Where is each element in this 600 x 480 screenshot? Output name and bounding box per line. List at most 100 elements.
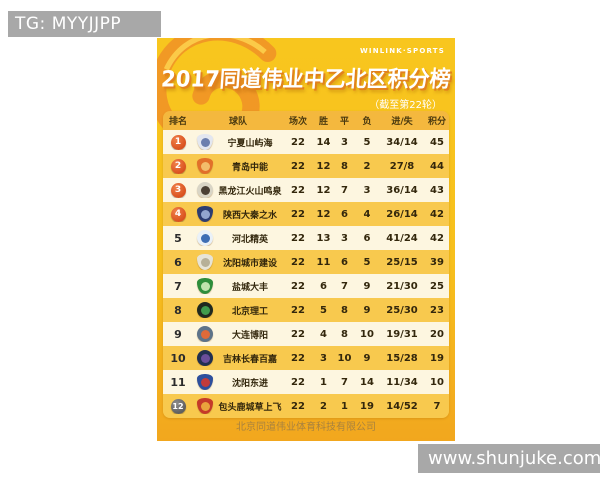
- team-name: 河北精英: [231, 234, 268, 245]
- header-lost: 负: [362, 117, 372, 127]
- played-cell: 22: [291, 184, 305, 196]
- table-row: 10 吉林长春百嘉 22 3 10 9 15/28 19: [163, 346, 449, 370]
- lost-cell: 4: [363, 208, 371, 220]
- rank-badge: 7: [174, 279, 182, 293]
- team-name: 包头鹿城草上飞: [218, 402, 282, 413]
- watermark-website: www.shunjuke.com: [418, 444, 600, 473]
- played-cell: 22: [291, 400, 305, 412]
- lost-cell: 9: [363, 304, 371, 316]
- points-cell: 43: [430, 184, 444, 196]
- played-cell: 22: [291, 328, 305, 340]
- points-cell: 39: [430, 256, 444, 268]
- drawn-cell: 7: [341, 280, 348, 292]
- winlink-sports-logo: WINLINK·SPORTS: [359, 47, 445, 55]
- won-cell: 11: [316, 256, 331, 268]
- table-row: 3 黑龙江火山鸣泉 22 12 7 3 36/14 43: [163, 178, 449, 202]
- table-row: 11 沈阳东进 22 1 7 14 11/34 10: [163, 370, 449, 394]
- team-logo-core: [200, 209, 210, 219]
- goals-cell: 25/15: [386, 256, 418, 268]
- lost-cell: 19: [360, 400, 374, 412]
- drawn-cell: 10: [337, 352, 352, 364]
- watermark-telegram: TG: MYYJJPP: [8, 11, 161, 37]
- won-cell: 6: [320, 280, 327, 292]
- team-name: 沈阳东进: [231, 378, 268, 389]
- team-logo-core: [200, 161, 210, 171]
- team-name: 黑龙江火山鸣泉: [218, 186, 282, 197]
- lost-cell: 9: [363, 280, 371, 292]
- header-rank: 排名: [168, 117, 187, 127]
- team-logo-core: [200, 257, 210, 267]
- team-logo: [197, 182, 213, 198]
- points-cell: 25: [430, 280, 444, 292]
- table-row: 5 河北精英 22 13 3 6 41/24 42: [163, 226, 449, 250]
- standings-table: 排名 球队 场次 胜 平 负 进/失 积分 1 宁夏山屿海 22 14 3 5 …: [163, 111, 449, 418]
- lost-cell: 3: [363, 184, 371, 196]
- goals-cell: 15/28: [386, 352, 418, 364]
- team-logo: [197, 254, 213, 270]
- rank-badge: 11: [170, 375, 186, 389]
- rank-badge: 10: [170, 351, 186, 365]
- won-cell: 3: [320, 352, 327, 364]
- team-logo-core: [200, 377, 210, 387]
- points-cell: 45: [430, 136, 444, 148]
- goals-cell: 26/14: [386, 208, 418, 220]
- played-cell: 22: [291, 304, 305, 316]
- table-row: 12 包头鹿城草上飞 22 2 1 19 14/52 7: [163, 394, 449, 418]
- team-logo-core: [200, 401, 210, 411]
- played-cell: 22: [291, 160, 305, 172]
- goals-cell: 11/34: [386, 376, 418, 388]
- won-cell: 2: [320, 400, 327, 412]
- points-cell: 44: [430, 160, 444, 172]
- drawn-cell: 3: [341, 136, 348, 148]
- won-cell: 13: [316, 232, 331, 244]
- team-name: 沈阳城市建设: [222, 258, 277, 269]
- drawn-cell: 8: [341, 304, 348, 316]
- team-logo-core: [200, 137, 210, 147]
- drawn-cell: 8: [341, 160, 348, 172]
- table-row: 6 沈阳城市建设 22 11 6 5 25/15 39: [163, 250, 449, 274]
- team-logo: [197, 398, 213, 414]
- table-row: 4 陕西大秦之水 22 12 6 4 26/14 42: [163, 202, 449, 226]
- points-cell: 19: [430, 352, 444, 364]
- poster-footer-company: 北京同道伟业体育科技有限公司: [236, 422, 376, 433]
- points-cell: 10: [430, 376, 444, 388]
- team-logo: [197, 278, 213, 294]
- team-logo: [197, 158, 213, 174]
- team-logo: [197, 230, 213, 246]
- goals-cell: 27/8: [389, 160, 415, 172]
- played-cell: 22: [291, 352, 305, 364]
- rank-badge: 4: [170, 206, 186, 222]
- team-logo-core: [200, 185, 210, 195]
- team-logo-core: [200, 281, 210, 291]
- played-cell: 22: [291, 280, 305, 292]
- table-row: 1 宁夏山屿海 22 14 3 5 34/14 45: [163, 130, 449, 154]
- team-name: 宁夏山屿海: [227, 138, 273, 149]
- rank-badge: 5: [174, 231, 182, 245]
- goals-cell: 19/31: [386, 328, 418, 340]
- lost-cell: 9: [363, 352, 371, 364]
- lost-cell: 14: [360, 376, 374, 388]
- team-logo-core: [200, 305, 210, 315]
- points-cell: 42: [430, 232, 444, 244]
- won-cell: 12: [316, 184, 331, 196]
- lost-cell: 6: [363, 232, 371, 244]
- rank-badge: 1: [170, 134, 186, 150]
- team-logo: [197, 350, 213, 366]
- won-cell: 12: [316, 160, 331, 172]
- team-name: 青岛中能: [231, 162, 268, 173]
- team-logo: [197, 134, 213, 150]
- table-row: 7 盐城大丰 22 6 7 9 21/30 25: [163, 274, 449, 298]
- team-name: 盐城大丰: [231, 282, 268, 293]
- played-cell: 22: [291, 208, 305, 220]
- rank-badge: 8: [174, 303, 182, 317]
- header-played: 场次: [288, 117, 307, 127]
- rank-badge: 12: [170, 398, 186, 414]
- table-header-row: 排名 球队 场次 胜 平 负 进/失 积分: [163, 111, 449, 130]
- drawn-cell: 7: [341, 376, 348, 388]
- table-row: 9 大连博阳 22 4 8 10 19/31 20: [163, 322, 449, 346]
- points-cell: 7: [433, 400, 441, 412]
- team-logo: [197, 302, 213, 318]
- played-cell: 22: [291, 376, 305, 388]
- won-cell: 14: [316, 136, 331, 148]
